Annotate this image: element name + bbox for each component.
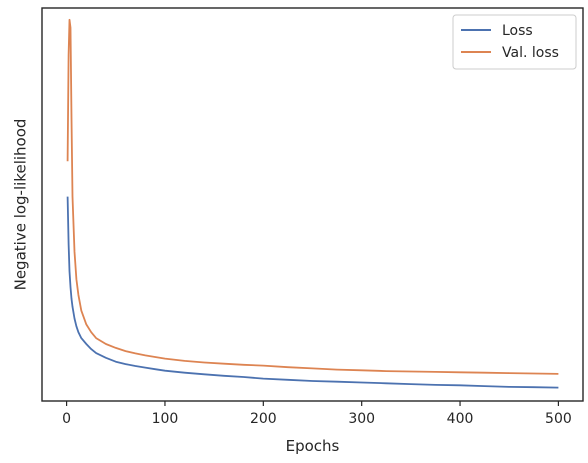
x-axis-ticks: 0 100 200 300 400 500 bbox=[62, 401, 572, 427]
x-tick-label: 100 bbox=[152, 411, 179, 427]
loss-line bbox=[66, 196, 559, 389]
x-axis-label: Epochs bbox=[286, 437, 340, 455]
x-tick-label: 0 bbox=[62, 411, 71, 427]
legend-box bbox=[452, 14, 577, 70]
x-tick-label: 200 bbox=[250, 411, 277, 427]
x-tick-label: 300 bbox=[348, 411, 375, 427]
y-axis-label: Negative log-likelihood bbox=[12, 119, 30, 291]
val-loss-line bbox=[66, 18, 559, 375]
legend-label-val-loss: Val. loss bbox=[502, 45, 559, 61]
x-tick-label: 500 bbox=[545, 411, 572, 427]
series-lines bbox=[66, 18, 559, 389]
legend-label-loss: Loss bbox=[502, 23, 533, 39]
x-tick-label: 400 bbox=[447, 411, 474, 427]
plot-frame bbox=[41, 7, 584, 402]
legend: Loss Val. loss bbox=[452, 14, 577, 70]
